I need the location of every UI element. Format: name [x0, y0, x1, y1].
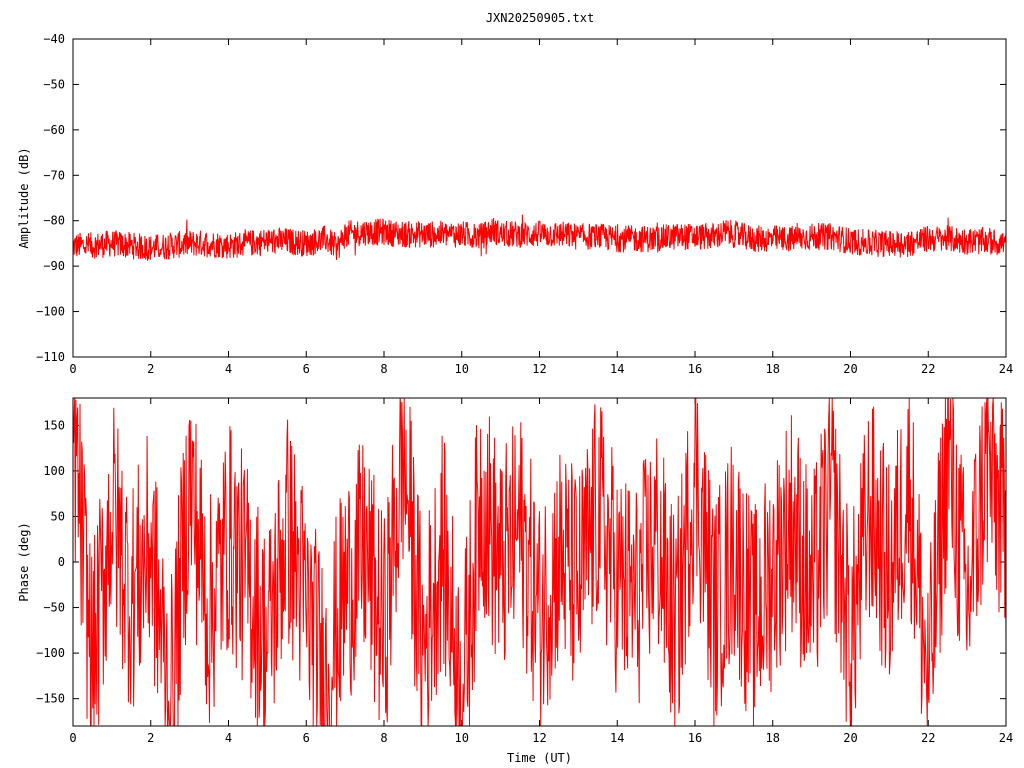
amplitude-x-tick-label: 0 [69, 362, 76, 376]
amplitude-y-tick-label: −50 [43, 77, 65, 91]
amplitude-y-axis-label: Amplitude (dB) [17, 147, 31, 248]
amplitude-plot-frame [72, 38, 1007, 358]
phase-y-tick-label: −150 [36, 692, 65, 706]
amplitude-y-tick-label: −60 [43, 123, 65, 137]
phase-y-tick-label: −100 [36, 646, 65, 660]
amplitude-x-tick-label: 16 [688, 362, 702, 376]
phase-x-tick-label: 22 [921, 731, 935, 745]
amplitude-y-tick-label: −90 [43, 259, 65, 273]
amplitude-x-tick-label: 22 [921, 362, 935, 376]
phase-y-tick-label: 0 [58, 555, 65, 569]
phase-x-tick-label: 2 [147, 731, 154, 745]
phase-plot-frame [72, 397, 1007, 727]
amplitude-x-tick-label: 4 [225, 362, 232, 376]
amplitude-x-tick-label: 2 [147, 362, 154, 376]
amplitude-x-tick-label: 6 [303, 362, 310, 376]
amplitude-panel: 0 2 4 6 8 10 12 14 16 18 20 22 24−40−50−60−70−80−90−… [17, 32, 1013, 376]
phase-x-tick-label: 4 [225, 731, 232, 745]
phase-x-tick-label: 6 [303, 731, 310, 745]
amplitude-y-tick-label: −70 [43, 168, 65, 182]
amplitude-x-tick-label: 14 [610, 362, 624, 376]
phase-x-tick-label: 0 [69, 731, 76, 745]
amplitude-y-tick-label: −40 [43, 32, 65, 46]
chart-title: JXN20250905.txt [486, 11, 594, 25]
phase-y-tick-label: 50 [51, 509, 65, 523]
phase-x-tick-label: 20 [843, 731, 857, 745]
amplitude-y-tick-label: −100 [36, 305, 65, 319]
phase-x-tick-label: 24 [999, 731, 1013, 745]
phase-y-tick-label: 150 [43, 418, 65, 432]
phase-x-tick-label: 16 [688, 731, 702, 745]
phase-x-tick-label: 12 [532, 731, 546, 745]
phase-y-tick-label: 100 [43, 464, 65, 478]
phase-x-tick-label: 10 [455, 731, 469, 745]
amplitude-y-tick-label: −80 [43, 214, 65, 228]
phase-y-axis-label: Phase (deg) [17, 522, 31, 601]
amplitude-series-line [73, 214, 1006, 261]
amplitude-x-tick-label: 18 [766, 362, 780, 376]
phase-y-tick-label: −50 [43, 601, 65, 615]
phase-x-tick-label: 18 [766, 731, 780, 745]
phase-series-line [73, 398, 1006, 726]
phase-x-tick-label: 8 [380, 731, 387, 745]
amplitude-y-tick-label: −110 [36, 350, 65, 364]
amplitude-x-tick-label: 8 [380, 362, 387, 376]
amplitude-x-tick-label: 24 [999, 362, 1013, 376]
amplitude-x-tick-label: 10 [455, 362, 469, 376]
phase-x-axis-label: Time (UT) [507, 751, 572, 765]
amplitude-x-tick-label: 20 [843, 362, 857, 376]
amplitude-x-tick-label: 12 [532, 362, 546, 376]
phase-x-tick-label: 14 [610, 731, 624, 745]
phase-panel: 0 2 4 6 8 10 12 14 16 18 20 22 24150100500−50−100−15… [17, 397, 1013, 765]
